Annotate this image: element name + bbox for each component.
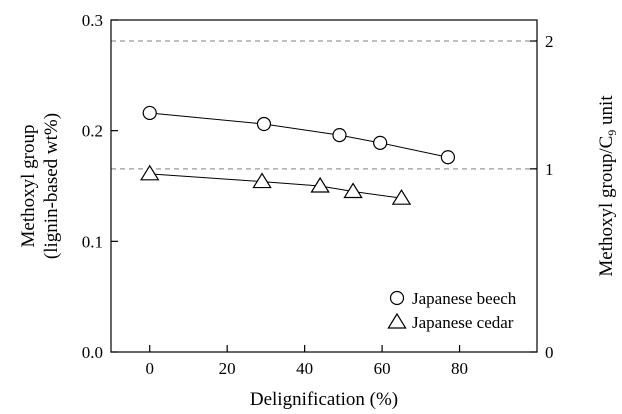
- y-right-tick-label: 0: [545, 343, 554, 362]
- data-point-japanese-cedar: [140, 164, 160, 181]
- legend-label-japanese-cedar: Japanese cedar: [412, 313, 514, 332]
- data-point-japanese-beech: [142, 105, 157, 121]
- data-point-japanese-cedar: [343, 182, 363, 199]
- y-tick-label: 0.3: [82, 11, 103, 30]
- x-tick-label: 80: [451, 359, 468, 378]
- series-line-japanese-beech: [149, 112, 449, 158]
- legend: Japanese beech Japanese cedar: [387, 289, 517, 332]
- y-tick-label: 0.1: [82, 232, 103, 251]
- x-tick-label: 60: [374, 359, 391, 378]
- y-tick-label: 0.2: [82, 122, 103, 141]
- data-point-japanese-cedar: [310, 176, 330, 193]
- y-axis-left-ticks: 0.0 0.1 0.2 0.3: [82, 11, 118, 362]
- y-axis-right-title-suffix: unit: [596, 95, 617, 130]
- y-tick-label: 0.0: [82, 343, 103, 362]
- legend-label-japanese-beech: Japanese beech: [412, 289, 517, 308]
- data-point-japanese-cedar: [391, 189, 412, 205]
- data-point-japanese-beech: [332, 127, 347, 143]
- x-axis-title: Delignification (%): [250, 389, 398, 410]
- y-axis-right-title-subscript: 9: [605, 130, 619, 136]
- y-axis-left-title-line2: (lignin-based wt%): [41, 113, 62, 259]
- y-right-tick-label: 1: [545, 160, 554, 179]
- data-point-japanese-cedar: [252, 172, 272, 189]
- reference-lines: [111, 40, 537, 170]
- data-point-japanese-beech: [256, 116, 272, 132]
- data-point-japanese-beech: [373, 135, 388, 150]
- series-layer: [140, 105, 456, 205]
- y-axis-right-title: Methoxyl group/C9 unit: [596, 95, 619, 277]
- x-tick-label: 20: [219, 359, 236, 378]
- y-axis-right-ticks: 0 1 2: [530, 32, 554, 362]
- data-point-japanese-beech: [440, 150, 456, 165]
- legend-marker-japanese-cedar: [387, 312, 407, 329]
- y-axis-right-title-main: Methoxyl group/C: [596, 136, 617, 277]
- y-axis-left-title-line1: Methoxyl group: [18, 125, 39, 248]
- series-line-japanese-cedar: [149, 173, 402, 199]
- plot-frame: [110, 19, 538, 353]
- x-axis-ticks: 0 20 40 60 80: [145, 345, 468, 378]
- x-tick-label: 40: [296, 359, 313, 378]
- legend-marker-japanese-beech: [389, 290, 405, 306]
- y-right-tick-label: 2: [545, 32, 554, 51]
- x-tick-label: 0: [145, 359, 154, 378]
